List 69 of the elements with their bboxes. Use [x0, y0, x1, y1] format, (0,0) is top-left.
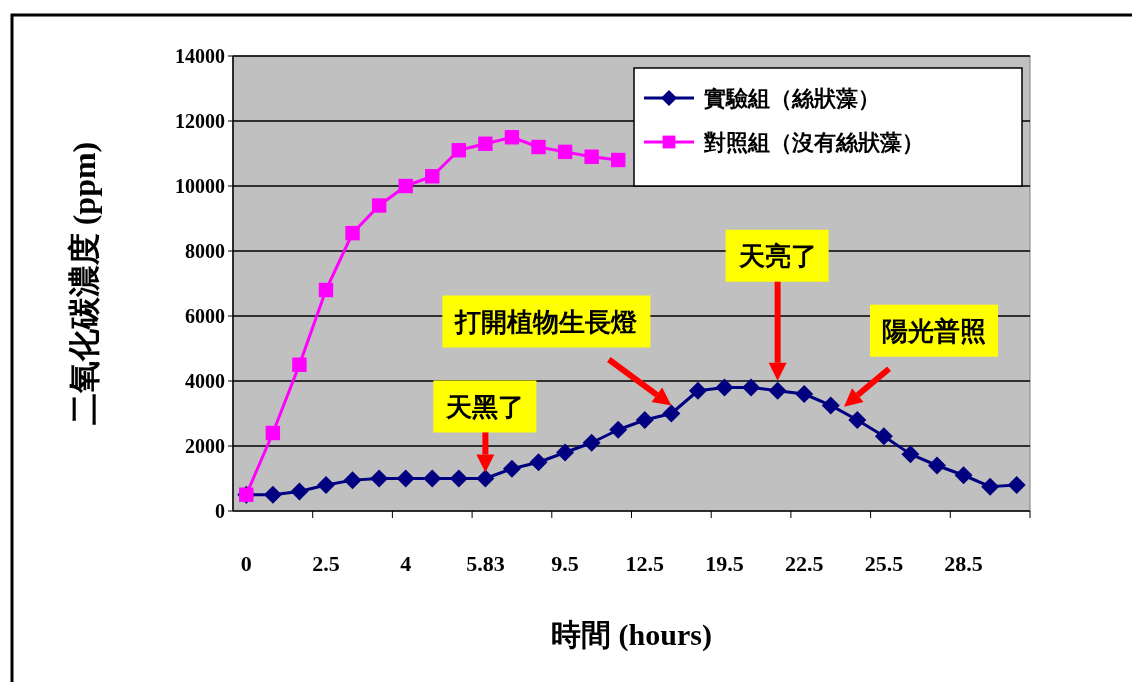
x-tick-label: 22.5 — [784, 551, 824, 576]
point — [928, 456, 947, 475]
point — [901, 445, 920, 464]
point — [343, 471, 362, 490]
x-axis-title: 時間 (hours) — [551, 618, 712, 652]
point — [502, 459, 521, 478]
x-tick-label: 19.5 — [705, 551, 744, 576]
x-tick-label: 12.5 — [625, 551, 665, 576]
y-tick-label: 4000 — [185, 370, 225, 392]
point — [795, 385, 814, 403]
point — [715, 378, 734, 397]
point — [265, 425, 281, 441]
y-tick-label: 6000 — [185, 305, 225, 327]
point — [370, 469, 389, 488]
y-axis-title: 二氧化碳濃度 (ppm) — [66, 141, 102, 426]
point — [688, 381, 707, 400]
point — [582, 433, 601, 452]
point — [531, 139, 546, 155]
x-tick-label: 0 — [240, 551, 252, 576]
point — [371, 198, 387, 213]
point — [609, 420, 628, 439]
point — [821, 396, 840, 415]
point — [742, 378, 761, 397]
point — [635, 411, 654, 429]
point — [504, 130, 520, 145]
x-tick-label: 28.5 — [944, 551, 983, 576]
annotation: 天黑了 — [445, 392, 525, 422]
point — [529, 453, 548, 472]
point — [476, 469, 495, 488]
legend-label: 實驗組（絲狀藻） — [704, 86, 880, 111]
x-tick-label: 4 — [400, 551, 412, 576]
x-tick-label: 9.5 — [551, 551, 579, 576]
x-tick-label: 25.5 — [864, 551, 904, 576]
y-tick-label: 2000 — [185, 435, 225, 457]
point — [557, 144, 573, 160]
x-tick-label: 2.5 — [312, 551, 340, 576]
annotation: 陽光普照 — [882, 315, 987, 346]
point — [425, 169, 440, 184]
point — [556, 443, 575, 462]
point — [290, 482, 309, 501]
point — [611, 152, 626, 168]
point — [292, 357, 307, 372]
point — [396, 469, 415, 488]
point — [263, 485, 282, 504]
point — [478, 136, 493, 151]
x-tick-label: 5.83 — [466, 551, 505, 576]
point — [954, 466, 973, 485]
point — [345, 225, 360, 241]
y-tick-label: 8000 — [185, 240, 225, 262]
annotation: 打開植物生長燈 — [454, 307, 639, 337]
point — [981, 477, 1000, 496]
legend-label: 對照組（沒有絲狀藻） — [703, 130, 924, 155]
point — [423, 469, 442, 488]
y-tick-label: 10000 — [175, 175, 225, 197]
point — [451, 143, 467, 158]
y-tick-label: 0 — [215, 500, 225, 522]
point — [449, 469, 468, 488]
y-tick-label: 12000 — [175, 110, 225, 132]
point — [848, 411, 867, 429]
point — [398, 178, 413, 194]
point — [662, 404, 681, 423]
point — [316, 476, 335, 494]
annotation: 天亮了 — [737, 241, 817, 271]
y-tick-label: 14000 — [175, 45, 225, 67]
point — [874, 427, 893, 446]
point — [1007, 476, 1026, 494]
point — [318, 282, 334, 298]
point — [768, 381, 787, 400]
point — [584, 149, 599, 164]
